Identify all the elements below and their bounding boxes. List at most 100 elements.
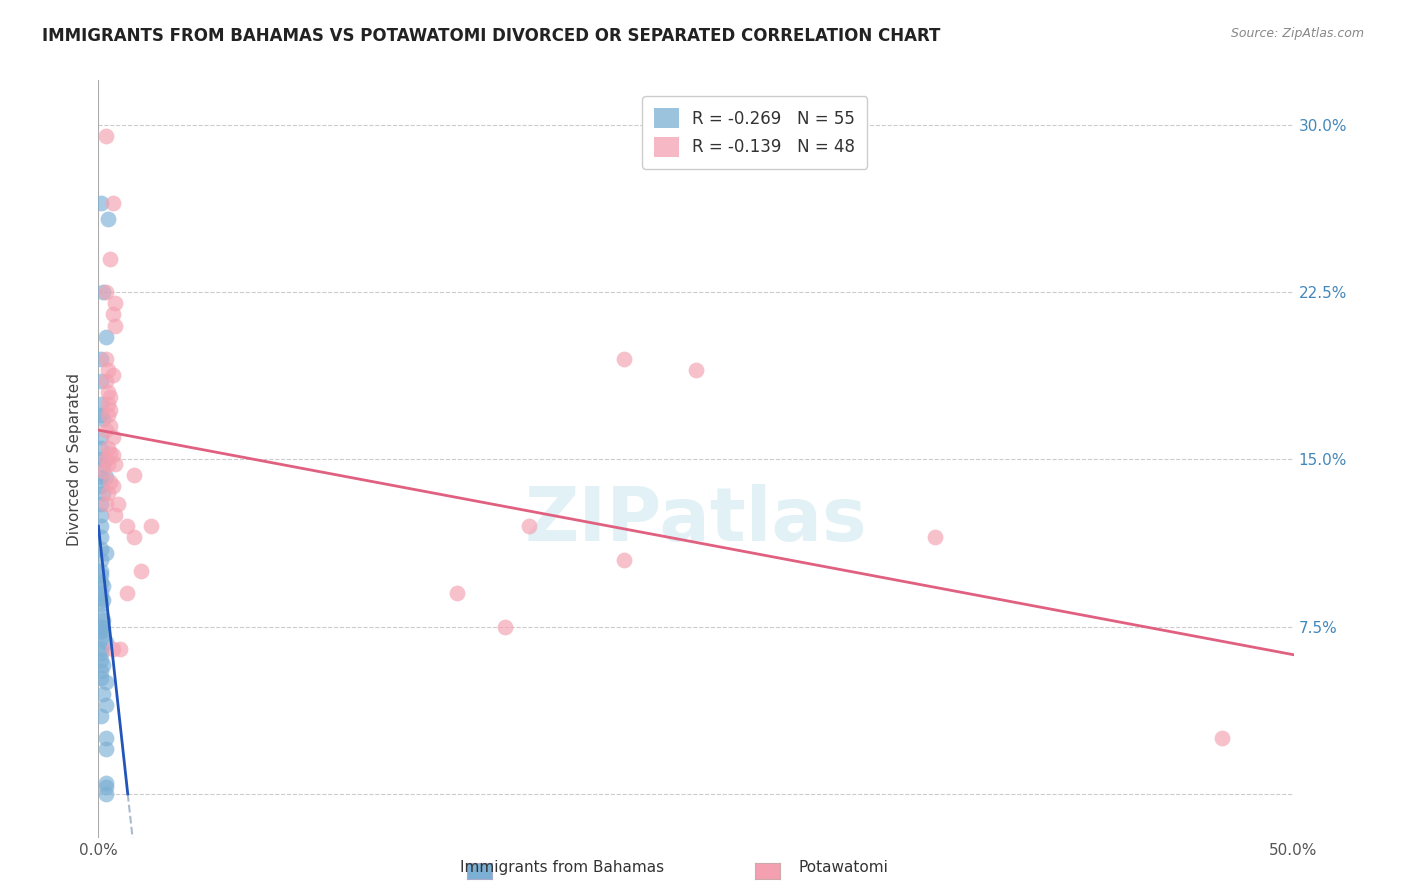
Point	[90, 553, 112, 567]
Point	[101, 307, 124, 322]
Point	[91, 464, 114, 478]
Point	[97, 442, 120, 456]
Point	[94, 497, 117, 511]
Point	[494, 620, 516, 634]
Point	[90, 591, 112, 605]
Point	[94, 375, 117, 389]
Point	[924, 530, 946, 544]
Point	[98, 475, 122, 489]
Point	[90, 575, 112, 590]
Point	[90, 620, 112, 634]
Point	[101, 448, 124, 462]
Point	[90, 708, 112, 723]
Point	[90, 479, 112, 493]
Point	[90, 541, 112, 556]
Point	[685, 363, 707, 377]
Point	[98, 390, 122, 404]
Point	[108, 642, 131, 657]
Point	[90, 564, 112, 578]
Point	[90, 452, 112, 467]
Point	[94, 698, 117, 712]
Point	[94, 330, 117, 344]
Point	[94, 546, 117, 560]
Point	[90, 396, 112, 410]
Point	[90, 519, 112, 533]
Point	[91, 412, 114, 426]
Point	[517, 519, 540, 533]
Point	[94, 787, 117, 801]
Point	[97, 408, 120, 422]
Point	[91, 613, 114, 627]
Point	[90, 586, 112, 600]
Point	[90, 508, 112, 523]
Point	[90, 351, 112, 366]
Point	[90, 624, 112, 639]
Point	[90, 608, 112, 623]
Point	[90, 598, 112, 612]
Point	[94, 424, 117, 438]
Point	[104, 457, 127, 471]
Point	[101, 430, 124, 444]
Point	[94, 351, 117, 366]
Point	[98, 403, 122, 417]
Point	[90, 408, 112, 422]
Point	[101, 642, 124, 657]
Point	[90, 375, 112, 389]
Point	[91, 457, 114, 471]
Point	[97, 457, 120, 471]
Point	[97, 363, 120, 377]
Point	[101, 196, 124, 211]
Point	[91, 593, 114, 607]
Point	[1211, 731, 1233, 746]
Point	[91, 657, 114, 672]
Point	[98, 252, 122, 266]
Point	[613, 351, 636, 366]
Point	[104, 296, 127, 310]
Point	[94, 742, 117, 756]
Point	[139, 519, 162, 533]
Point	[90, 631, 112, 645]
Point	[101, 368, 124, 382]
Point	[90, 664, 112, 679]
Text: IMMIGRANTS FROM BAHAMAS VS POTAWATOMI DIVORCED OR SEPARATED CORRELATION CHART: IMMIGRANTS FROM BAHAMAS VS POTAWATOMI DI…	[42, 27, 941, 45]
Point	[90, 470, 112, 484]
Text: ZIPatlas: ZIPatlas	[524, 483, 868, 557]
Point	[94, 285, 117, 300]
Point	[104, 318, 127, 333]
Point	[613, 553, 636, 567]
Point	[104, 508, 127, 523]
Point	[97, 385, 120, 400]
Point	[107, 497, 129, 511]
Point	[97, 211, 120, 226]
Text: Potawatomi: Potawatomi	[799, 861, 889, 875]
Point	[90, 430, 112, 444]
Point	[94, 675, 117, 690]
Point	[90, 642, 112, 657]
Point	[94, 452, 117, 467]
Point	[98, 446, 122, 460]
Point	[446, 586, 468, 600]
Point	[94, 635, 117, 649]
Point	[94, 780, 117, 795]
Point	[91, 485, 114, 500]
Point	[90, 646, 112, 660]
Point	[94, 776, 117, 790]
Point	[115, 519, 138, 533]
Point	[97, 396, 120, 410]
Point	[90, 530, 112, 544]
Point	[90, 671, 112, 685]
Y-axis label: Divorced or Separated: Divorced or Separated	[67, 373, 83, 546]
Point	[97, 485, 120, 500]
Point	[90, 196, 112, 211]
Point	[101, 479, 124, 493]
Point	[91, 687, 114, 701]
Point	[90, 497, 112, 511]
Point	[90, 620, 112, 634]
Point	[91, 580, 114, 594]
Point	[94, 470, 117, 484]
Legend: R = -0.269   N = 55, R = -0.139   N = 48: R = -0.269 N = 55, R = -0.139 N = 48	[643, 96, 868, 169]
Point	[90, 653, 112, 667]
Point	[90, 442, 112, 456]
Point	[91, 285, 114, 300]
Point	[124, 530, 146, 544]
